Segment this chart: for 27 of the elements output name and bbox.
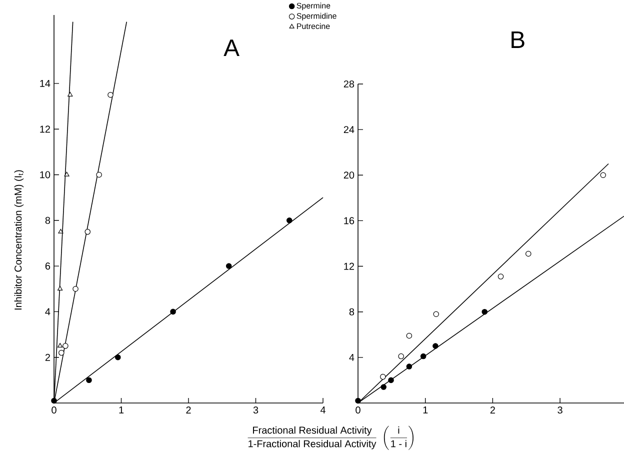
y-tick-label: 12 — [40, 126, 50, 133]
x-tick-label: 0 — [52, 406, 56, 414]
x-tick-label: 1 — [119, 406, 124, 414]
y-tick-label: 4 — [45, 308, 50, 316]
y-tick-label: 28 — [344, 80, 354, 88]
y-tick-label: 6 — [45, 262, 50, 270]
y-tick-label: 8 — [349, 308, 354, 316]
y-axis-title: Inhibitor Concentration (mM) (I$_{t}$) — [14, 170, 24, 310]
x-axis-title: $\frac{\mbox{Fractional Residual Activity}}{\mbox{1-Fractional Residual Activity}}\;\left(\frac{\mbox{i}}{\mbox{1 - i}}\right)$ — [248, 426, 414, 450]
x-tick-label: 4 — [320, 406, 326, 414]
x-tick-label: 3 — [558, 406, 562, 414]
y-tick-label: 8 — [45, 216, 50, 224]
y-tick-label: 12 — [344, 262, 354, 270]
y-tick-label: 10 — [40, 171, 50, 178]
x-tick-label: 2 — [490, 406, 495, 414]
y-tick-label: 20 — [344, 172, 354, 179]
y-tick-label: 4 — [349, 354, 354, 361]
y-tick-label: 16 — [344, 217, 354, 224]
x-tick-label: 1 — [423, 406, 428, 414]
chart-title: B — [512, 32, 524, 48]
y-tick-label: 2 — [45, 354, 50, 361]
y-tick-label: 14 — [40, 80, 50, 87]
x-tick-label: 2 — [186, 406, 191, 414]
y-tick-label: 24 — [344, 126, 354, 134]
x-tick-label: 0 — [356, 406, 360, 414]
text: A — [224, 40, 240, 56]
x-tick-label: 3 — [253, 406, 258, 414]
